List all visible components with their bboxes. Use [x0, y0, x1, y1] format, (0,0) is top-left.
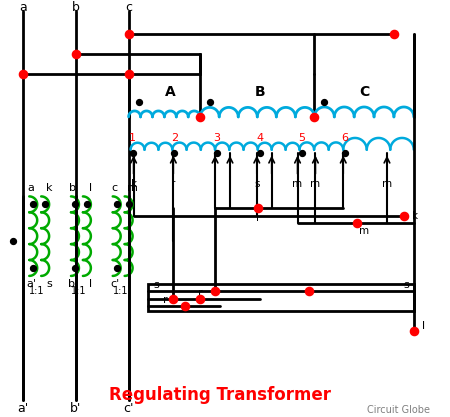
Text: k: k	[130, 179, 137, 189]
Text: k: k	[412, 211, 418, 221]
Point	[72, 265, 79, 271]
Point	[400, 213, 407, 220]
Point	[212, 287, 219, 294]
Text: Regulating Transformer: Regulating Transformer	[109, 386, 331, 404]
Point	[135, 99, 142, 106]
Point	[72, 201, 79, 208]
Point	[171, 149, 178, 156]
Text: l: l	[422, 321, 425, 331]
Text: s: s	[46, 279, 52, 289]
Point	[20, 71, 27, 78]
Text: r: r	[198, 288, 202, 298]
Text: l: l	[270, 179, 273, 189]
Text: 5: 5	[298, 133, 305, 143]
Text: m: m	[310, 179, 320, 189]
Text: 1: 1	[129, 133, 136, 143]
Point	[298, 149, 305, 156]
Point	[10, 238, 17, 244]
Point	[390, 31, 397, 38]
Text: B: B	[254, 85, 265, 99]
Point	[125, 201, 132, 208]
Text: 6: 6	[342, 133, 349, 143]
Text: 1:1: 1:1	[29, 286, 45, 296]
Point	[207, 99, 214, 106]
Point	[410, 327, 418, 334]
Text: b': b'	[68, 279, 78, 289]
Point	[30, 265, 37, 271]
Text: a': a'	[26, 279, 36, 289]
Text: m: m	[127, 183, 138, 193]
Text: l: l	[229, 179, 231, 189]
Text: l: l	[342, 179, 345, 189]
Text: l: l	[256, 213, 259, 223]
Point	[83, 201, 90, 208]
Point	[113, 201, 120, 208]
Text: a: a	[19, 1, 27, 14]
Point	[125, 31, 132, 38]
Text: 1:1: 1:1	[71, 286, 87, 296]
Point	[41, 201, 49, 208]
Text: c': c'	[123, 402, 134, 414]
Point	[30, 201, 37, 208]
Text: 1:1: 1:1	[113, 286, 128, 296]
Text: c': c'	[110, 279, 119, 289]
Text: a: a	[28, 183, 35, 193]
Text: s: s	[403, 280, 409, 290]
Text: c: c	[112, 183, 118, 193]
Text: A: A	[165, 85, 176, 99]
Text: 4: 4	[256, 133, 263, 143]
Text: s: s	[153, 280, 159, 290]
Point	[342, 149, 349, 156]
Point	[213, 149, 220, 156]
Point	[306, 287, 313, 294]
Text: C: C	[359, 85, 369, 99]
Point	[113, 265, 120, 271]
Point	[197, 113, 204, 120]
Point	[170, 295, 177, 302]
Text: l: l	[214, 179, 216, 189]
Text: r: r	[171, 179, 176, 189]
Text: s: s	[254, 179, 260, 189]
Text: 3: 3	[214, 133, 220, 143]
Point	[72, 51, 80, 58]
Text: k: k	[46, 183, 52, 193]
Text: r: r	[163, 295, 168, 305]
Text: c: c	[125, 1, 132, 14]
Text: m: m	[292, 179, 302, 189]
Point	[125, 71, 132, 78]
Point	[321, 99, 328, 106]
Text: b: b	[69, 183, 76, 193]
Text: a': a'	[18, 402, 29, 414]
Point	[354, 220, 361, 226]
Point	[254, 205, 261, 212]
Text: m: m	[359, 226, 369, 236]
Point	[197, 295, 204, 302]
Point	[129, 149, 136, 156]
Text: l: l	[89, 183, 92, 193]
Text: m: m	[382, 179, 392, 189]
Text: 2: 2	[171, 133, 178, 143]
Text: l: l	[89, 279, 92, 289]
Point	[182, 302, 189, 309]
Text: b: b	[72, 1, 80, 14]
Text: b': b'	[70, 402, 81, 414]
Point	[256, 149, 263, 156]
Point	[311, 113, 318, 120]
Bar	[148, 284, 414, 311]
Text: Circuit Globe: Circuit Globe	[367, 405, 430, 415]
